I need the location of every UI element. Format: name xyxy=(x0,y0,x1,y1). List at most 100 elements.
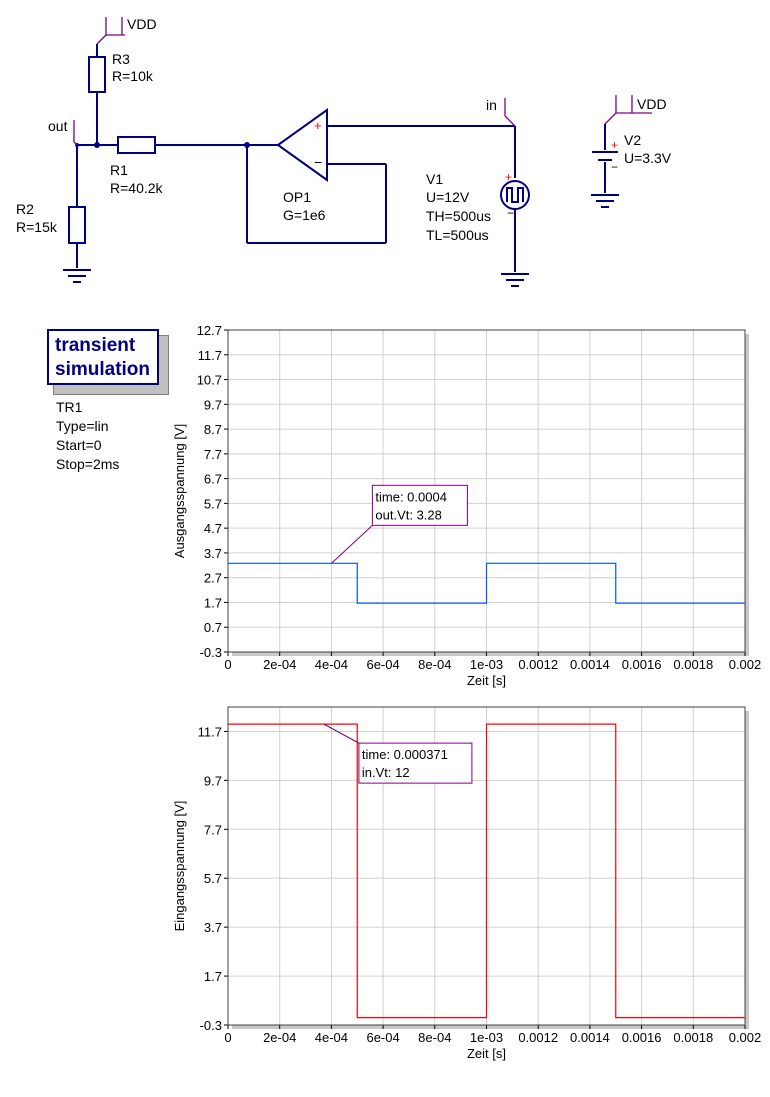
resistor-r1[interactable] xyxy=(117,136,156,154)
x-tick-label: 0.0016 xyxy=(622,1030,662,1045)
resistor-r2[interactable] xyxy=(68,206,86,244)
sim-start: Start=0 xyxy=(56,437,102,453)
x-tick-label: 0.0016 xyxy=(622,657,662,672)
y-tick-label: 11.7 xyxy=(198,348,222,363)
svg-text:−: − xyxy=(314,154,322,170)
x-tick-label: 8e-04 xyxy=(418,1030,451,1045)
y-tick-label: -0.3 xyxy=(200,645,222,660)
out-label: out xyxy=(48,118,68,134)
y-tick-label: 11.7 xyxy=(198,724,222,739)
x-tick-label: 4e-04 xyxy=(315,1030,348,1045)
x-tick-label: 0.0012 xyxy=(518,1030,558,1045)
v2-voltage: U=3.3V xyxy=(624,150,672,166)
x-tick-label: 0.0018 xyxy=(673,657,713,672)
marker-leader-line xyxy=(331,524,373,564)
y-tick-label: 9.7 xyxy=(204,773,222,788)
series-line-in.Vt xyxy=(228,723,745,1019)
x-tick-label: 2e-04 xyxy=(263,657,296,672)
plot-frame xyxy=(227,706,746,1026)
in-label: in xyxy=(486,97,497,113)
x-tick-label: 0.0014 xyxy=(570,657,610,672)
sim-title-line1: transient xyxy=(55,335,136,356)
marker-line1: time: 0.0004 xyxy=(375,489,447,504)
sim-block-face: transient simulation xyxy=(47,329,159,385)
x-tick-label: 1e-03 xyxy=(470,657,503,672)
y-tick-label: 7.7 xyxy=(204,822,222,837)
x-tick-label: 0 xyxy=(224,1030,231,1045)
marker-line2: in.Vt: 12 xyxy=(362,765,410,780)
y-tick-label: 8.7 xyxy=(204,422,222,437)
x-axis-label: Zeit [s] xyxy=(467,1046,506,1061)
op1-name: OP1 xyxy=(283,189,312,205)
x-tick-label: 0.002 xyxy=(729,657,762,672)
v2-name: V2 xyxy=(624,132,642,148)
ground-icon xyxy=(501,273,529,287)
x-tick-label: 1e-03 xyxy=(470,1030,503,1045)
x-tick-label: 0.0012 xyxy=(518,657,558,672)
in-label-flag xyxy=(504,98,516,127)
svg-text:−: − xyxy=(611,160,618,174)
v1-voltage: U=12V xyxy=(426,189,470,205)
r3-name: R3 xyxy=(112,51,130,67)
opamp-op1[interactable]: + − xyxy=(276,108,340,182)
vdd-label-flag xyxy=(96,17,125,45)
marker-line2: out.Vt: 3.28 xyxy=(375,507,442,522)
y-tick-label: 6.7 xyxy=(204,472,222,487)
x-tick-label: 8e-04 xyxy=(418,657,451,672)
marker-leader-line xyxy=(323,723,360,744)
y-tick-label: -0.3 xyxy=(200,1018,222,1033)
input-voltage-chart[interactable]: 0 2e-04 4e-04 6e-04 8e-04 1e-03 0.0012 0.0014 0.… xyxy=(0,690,770,1097)
x-tick-label: 0.0014 xyxy=(570,1030,610,1045)
y-tick-label: 5.7 xyxy=(204,871,222,886)
marker-box[interactable] xyxy=(358,742,473,784)
r3-value: R=10k xyxy=(112,68,153,84)
y-tick-label: 3.7 xyxy=(204,546,222,561)
y-tick-label: 5.7 xyxy=(204,496,222,511)
x-tick-label: 0 xyxy=(224,657,231,672)
x-tick-label: 6e-04 xyxy=(366,1030,399,1045)
v1-name: V1 xyxy=(426,171,444,187)
y-tick-label: 2.7 xyxy=(204,571,222,586)
sim-title-line2: simulation xyxy=(55,359,151,380)
schematic-canvas[interactable]: + − + − + − xyxy=(0,0,770,300)
y-tick-label: 1.7 xyxy=(204,595,222,610)
plot-frame xyxy=(227,329,746,653)
v1-time-high: TH=500us xyxy=(426,208,491,224)
x-tick-label: 2e-04 xyxy=(263,1030,296,1045)
vdd-right-label-flag xyxy=(604,95,652,125)
r2-name: R2 xyxy=(16,201,34,217)
y-tick-label: 7.7 xyxy=(204,447,222,462)
output-voltage-chart[interactable]: 0 2e-04 4e-04 6e-04 8e-04 1e-03 0.0012 0.0014 0.… xyxy=(0,300,770,700)
y-axis-label: Eingangsspannung [V] xyxy=(172,801,187,932)
r2-value: R=15k xyxy=(16,219,57,235)
r1-value: R=40.2k xyxy=(110,180,163,196)
series-line-out.Vt xyxy=(228,562,745,604)
x-tick-label: 0.0018 xyxy=(673,1030,713,1045)
vdd-right-label: VDD xyxy=(637,96,667,112)
dc-source-icon[interactable]: + − xyxy=(592,138,618,174)
r1-name: R1 xyxy=(110,162,128,178)
y-axis-label: Ausgangsspannung [V] xyxy=(172,424,187,558)
x-tick-label: 4e-04 xyxy=(315,657,348,672)
op1-gain: G=1e6 xyxy=(283,207,326,223)
out-label-flag xyxy=(73,120,78,146)
y-tick-label: 1.7 xyxy=(204,969,222,984)
y-tick-label: 10.7 xyxy=(197,373,222,388)
svg-text:−: − xyxy=(507,206,514,220)
x-tick-label: 0.002 xyxy=(729,1030,762,1045)
svg-text:+: + xyxy=(505,170,512,184)
x-axis-label: Zeit [s] xyxy=(467,673,506,688)
vdd-top-label: VDD xyxy=(127,16,157,32)
ground-icon xyxy=(63,269,91,283)
y-tick-label: 3.7 xyxy=(204,920,222,935)
marker-line1: time: 0.000371 xyxy=(362,747,448,762)
transient-simulation-block[interactable]: transient simulation xyxy=(47,329,169,395)
y-tick-label: 4.7 xyxy=(204,521,222,536)
sim-name: TR1 xyxy=(56,399,83,415)
ground-icon xyxy=(591,194,619,208)
resistor-r3[interactable] xyxy=(88,56,106,93)
v1-time-low: TL=500us xyxy=(426,227,489,243)
sim-type: Type=lin xyxy=(56,418,109,434)
marker-box[interactable] xyxy=(371,484,468,526)
sim-stop: Stop=2ms xyxy=(56,456,120,472)
